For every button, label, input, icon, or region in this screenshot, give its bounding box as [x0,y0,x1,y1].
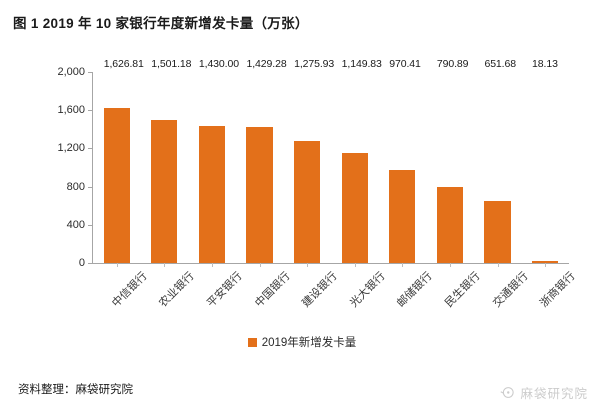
bar[interactable]: 790.89 [436,58,468,263]
bar-slot: 1,626.81 [93,58,144,267]
bar[interactable]: 1,429.28 [246,58,287,263]
watermark-text: 麻袋研究院 [520,387,588,401]
y-axis-tick-mark [88,224,92,226]
y-axis-tick-label: 1,200 [57,142,85,155]
square-marker-icon [247,337,257,347]
bar[interactable]: 18.13 [532,58,559,263]
bar[interactable]: 1,149.83 [341,58,382,263]
bar-slot: 651.68 [474,58,522,267]
x-axis-line [92,263,569,264]
y-axis-tick-label: 800 [66,180,85,193]
bar[interactable]: 970.41 [389,58,421,263]
y-axis-tick-mark [88,148,92,150]
y-axis-line [92,72,93,263]
y-axis-tick-mark [88,186,92,188]
bar-value-label: 1,430.00 [198,58,239,70]
x-axis-label-slot: 浙商银行 [521,266,578,321]
x-axis-tick-mark [211,263,213,267]
bar-slot: 1,429.28 [236,58,287,267]
y-axis-tick-mark [88,263,92,264]
bar[interactable]: 1,626.81 [103,58,144,263]
bar-value-label: 1,429.28 [246,58,287,70]
x-axis-label-slot: 中国银行 [236,266,293,321]
x-axis-category-label: 浙商银行 [538,270,578,310]
y-axis-tick-label: 2,000 [57,66,85,78]
bar-slot: 1,275.93 [283,58,334,267]
x-axis-label-slot: 建设银行 [283,266,340,321]
bar[interactable]: 651.68 [484,58,516,263]
x-axis-label-slot: 平安银行 [188,266,245,321]
bar[interactable]: 1,430.00 [198,58,239,263]
y-axis-tick-label: 400 [66,218,85,231]
x-axis-label-slot: 交通银行 [474,266,531,321]
bar-series: 1,626.81 1,501.18 1,430.00 1,429.28 1,275.93… [93,58,569,267]
bar-value-label: 18.13 [532,58,558,70]
source-note: 资料整理：麻袋研究院 [18,384,133,396]
x-axis-tick-mark [259,263,261,267]
circle-logo-icon [500,387,515,398]
y-axis-tick-label: 1,600 [57,104,85,117]
legend: 2019年新增发卡量 [0,334,604,350]
bar-slot: 1,501.18 [141,58,191,267]
y-axis-tick-mark [88,110,92,112]
x-axis-tick-mark [545,263,547,267]
bar-slot: 1,430.00 [188,58,239,267]
x-axis-label-slot: 中信银行 [93,266,150,321]
bar-value-label: 1,275.93 [294,58,335,70]
x-axis-tick-mark [497,263,499,267]
bar-slot: 18.13 [521,58,569,267]
x-axis-label-slot: 邮储银行 [379,266,435,321]
bar-value-label: 1,501.18 [151,58,192,70]
bar-slot: 970.41 [379,58,427,267]
x-axis-tick-mark [164,263,166,267]
bar[interactable]: 1,501.18 [151,58,191,263]
plot-area: 0 400 800 1,200 1,600 2,000 1,626.81 1,501.18 1… [57,58,569,269]
x-axis-tick-mark [307,263,309,267]
x-axis-category-labels: 中信银行 农业银行 平安银行 中国银行 建设银行 光大银行 邮储银行 民生银行 交通银行 浙商银行 [93,266,578,321]
bar-value-label: 651.68 [484,58,516,70]
legend-item-label: 2019年新增发卡量 [261,337,357,349]
page-title: 图 1 2019 年 10 家银行年度新增发卡量（万张） [13,16,309,31]
bar-value-label: 1,149.83 [341,58,382,70]
x-axis-label-slot: 民生银行 [426,266,483,321]
bar-value-label: 1,626.81 [103,58,144,70]
x-axis-label-slot: 光大银行 [331,266,388,321]
watermark: 麻袋研究院 [500,383,588,402]
x-axis-tick-mark [354,263,356,267]
bar-slot: 790.89 [426,58,474,267]
bar-slot: 1,149.83 [331,58,382,267]
x-axis-tick-mark [116,263,118,267]
x-axis-label-slot: 农业银行 [141,266,197,321]
bar-value-label: 790.89 [436,58,469,70]
bar-value-label: 970.41 [389,58,421,70]
x-axis-tick-mark [402,263,404,267]
y-axis-tick-mark [88,72,92,73]
x-axis-tick-mark [449,263,451,267]
bar[interactable]: 1,275.93 [294,58,334,263]
y-axis-tick-label: 0 [78,257,85,269]
